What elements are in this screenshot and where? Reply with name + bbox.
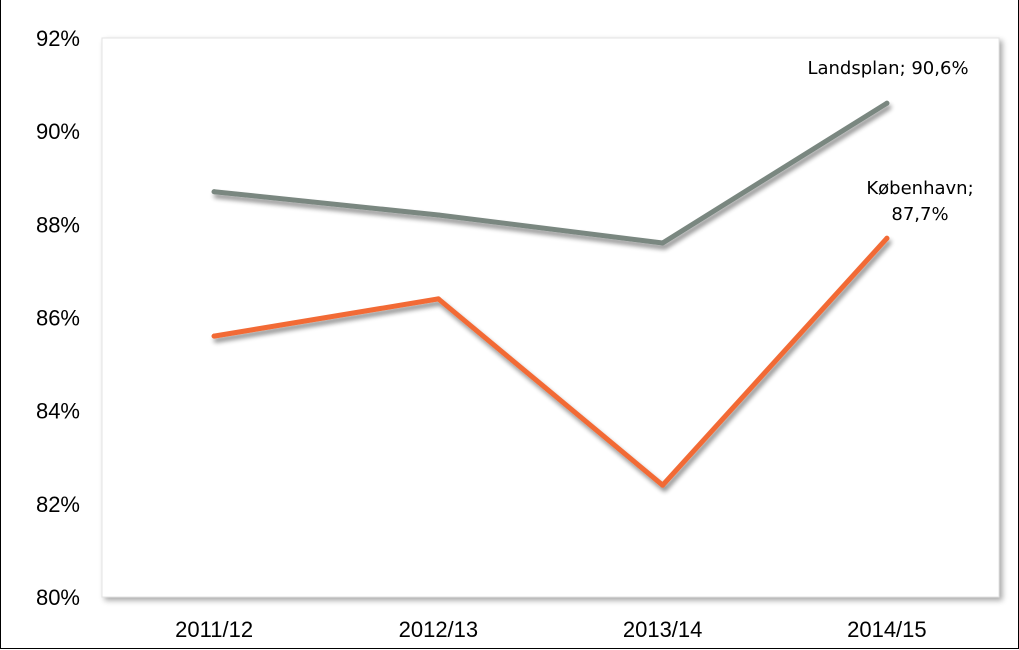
y-axis: 80% 82% 84% 86% 88% 90% 92%	[36, 26, 80, 610]
y-tick-label: 92%	[36, 26, 80, 51]
x-tick-label: 2013/14	[623, 617, 703, 642]
data-point	[660, 240, 666, 246]
data-point	[211, 333, 217, 339]
series-line-0	[211, 100, 890, 246]
y-tick-label: 90%	[36, 119, 80, 144]
data-point	[660, 482, 666, 488]
data-point	[884, 235, 890, 241]
x-axis: 2011/12 2012/13 2013/14 2014/15	[175, 617, 926, 642]
data-point	[435, 212, 441, 218]
x-tick-label: 2011/12	[175, 617, 253, 642]
series-line-1	[211, 235, 890, 488]
data-point	[211, 189, 217, 195]
data-point	[884, 100, 890, 106]
x-tick-label: 2012/13	[399, 617, 479, 642]
x-tick-label: 2014/15	[847, 617, 927, 642]
data-labels: Landsplan; 90,6% København; 87,7%	[807, 58, 973, 225]
y-tick-label: 86%	[36, 306, 80, 331]
data-label: København;	[866, 178, 973, 199]
series-lines	[211, 100, 890, 488]
data-label: Landsplan; 90,6%	[807, 58, 968, 79]
y-tick-label: 84%	[36, 399, 80, 424]
y-tick-label: 82%	[36, 492, 80, 517]
y-tick-label: 80%	[36, 585, 80, 610]
data-point	[435, 296, 441, 302]
data-label: 87,7%	[891, 204, 948, 225]
plot-area	[101, 37, 1000, 598]
y-tick-label: 88%	[36, 212, 80, 237]
